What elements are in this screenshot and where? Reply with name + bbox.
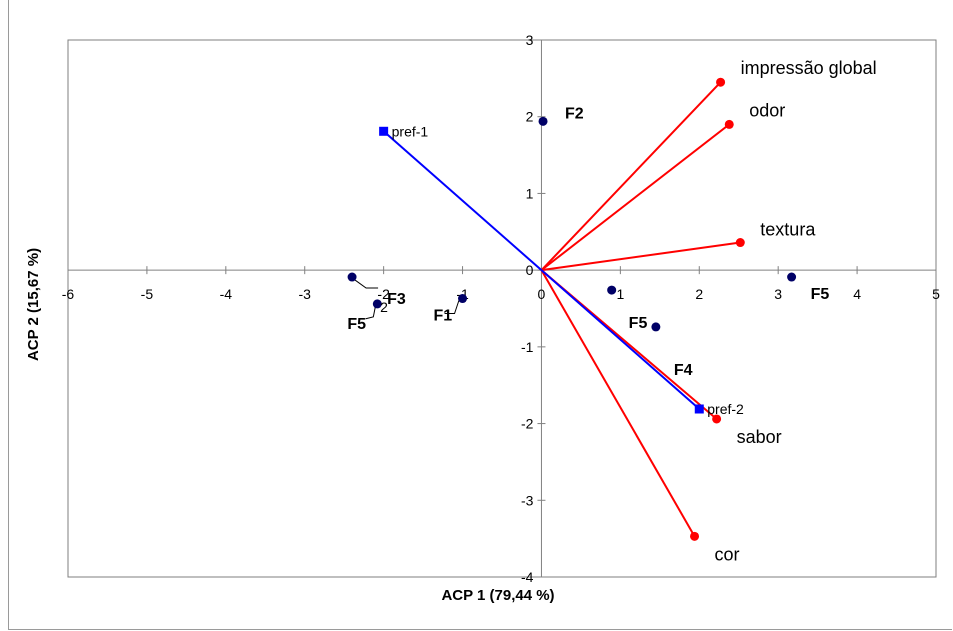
variable-label: odor [749, 100, 785, 120]
sample-point [538, 116, 548, 126]
preference-vector [382, 130, 543, 271]
y-tick-label: 2 [526, 109, 534, 125]
sample-label: F5 [347, 316, 366, 333]
variable-point [690, 531, 700, 541]
variable-label: impressão global [741, 58, 877, 78]
variable-vector [541, 241, 741, 272]
x-tick-label: 4 [853, 286, 861, 302]
x-tick-label: -6 [62, 286, 75, 302]
x-tick-label: 3 [774, 286, 782, 302]
y-tick-label: 1 [526, 185, 534, 201]
x-axis-title: ACP 1 (79,44 %) [441, 587, 554, 604]
x-tick-label: 2 [695, 286, 703, 302]
variable-label: textura [760, 220, 816, 240]
sample-label: F4 [674, 362, 693, 379]
sample-label: F5 [629, 315, 648, 332]
chart-frame [8, 0, 952, 630]
x-tick-label: 1 [616, 286, 624, 302]
y-axis-title: ACP 2 (15,67 %) [25, 248, 42, 361]
preference-vector [540, 269, 700, 410]
sample-point [607, 285, 617, 295]
sample-leader-line [444, 298, 461, 315]
sample-label: F1 [434, 308, 453, 325]
y-tick-label: 0 [526, 262, 534, 278]
sample-point [347, 272, 357, 282]
stray-label: 2 [380, 299, 388, 315]
sample-leader-line [365, 306, 376, 320]
y-tick-label: -1 [521, 339, 534, 355]
preference-point [694, 404, 704, 414]
y-tick-label: 3 [526, 32, 534, 48]
plot-area-border [67, 39, 937, 578]
sample-point [651, 322, 661, 332]
y-tick-label: -2 [521, 416, 534, 432]
x-tick-label: -3 [299, 286, 312, 302]
variable-point [724, 119, 734, 129]
preference-point [379, 126, 389, 136]
variable-label: sabor [737, 427, 782, 447]
y-tick-label: -3 [521, 492, 534, 508]
sample-point [787, 272, 797, 282]
sample-leader-line [354, 279, 379, 289]
sample-point [458, 294, 468, 304]
variable-vector [540, 123, 730, 271]
x-tick-label: -4 [220, 286, 233, 302]
x-tick-label: 0 [538, 286, 546, 302]
variable-label: cor [715, 544, 740, 564]
sample-label: F3 [387, 291, 406, 308]
variable-vector [540, 269, 696, 537]
sample-point [372, 299, 382, 309]
variable-point [716, 77, 726, 87]
preference-label: pref-2 [707, 401, 744, 417]
variable-point [735, 238, 745, 248]
sample-label: F2 [565, 105, 584, 122]
x-tick-label: -5 [141, 286, 154, 302]
y-tick-label: -4 [521, 569, 534, 585]
x-tick-label: 5 [932, 286, 940, 302]
x-tick-label: -2 [377, 286, 390, 302]
preference-label: pref-1 [392, 123, 429, 139]
sample-label: F5 [811, 286, 830, 303]
variable-point [712, 414, 722, 424]
variable-vector [540, 81, 722, 271]
